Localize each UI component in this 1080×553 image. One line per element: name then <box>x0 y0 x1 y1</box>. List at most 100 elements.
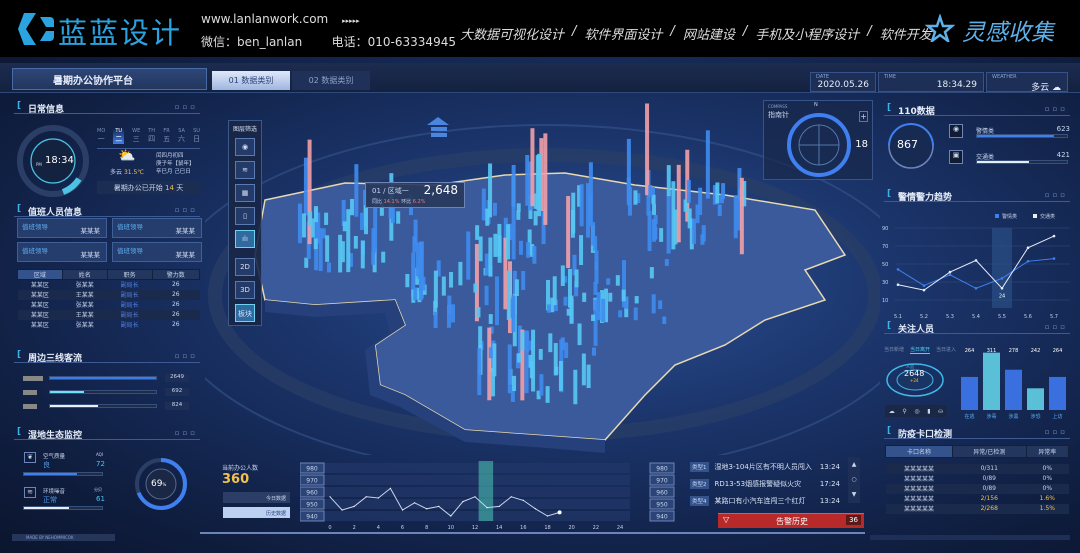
watch-tab[interactable]: 当日进入 <box>936 347 957 353</box>
scroll-up-icon[interactable]: ▲ <box>851 461 857 468</box>
today-data-button[interactable]: 今日数据 <box>223 492 290 503</box>
category-name: 交通类 <box>976 154 995 161</box>
map-bar <box>566 308 571 316</box>
layer-chart-button[interactable]: ılı <box>235 230 255 248</box>
map-bar <box>527 161 532 211</box>
view-block-button[interactable]: 板块 <box>235 304 255 322</box>
map-bar <box>574 269 579 288</box>
banner-days: 14 <box>165 184 174 192</box>
data-point <box>486 507 488 509</box>
map-bar <box>573 369 578 405</box>
duty-card[interactable]: 值班领导 某某某 <box>112 242 202 262</box>
map-bar <box>310 218 315 238</box>
nav-item[interactable]: 手机及小程序设计 <box>755 28 860 43</box>
map-bar <box>449 272 454 288</box>
map-bar <box>477 348 482 396</box>
battery-icon[interactable]: ▮ <box>927 407 931 415</box>
layer-signal-button[interactable]: ≋ <box>235 161 255 179</box>
target-icon[interactable]: ◎ <box>914 407 920 415</box>
weather-desc: 多云 <box>110 169 123 176</box>
column-header: 卡口名称 <box>885 445 953 458</box>
tab-data-category-01[interactable]: 01 数据类别 <box>212 71 290 90</box>
time-box: TIME 18:34.29 <box>878 72 984 92</box>
compass-icon[interactable] <box>784 107 854 177</box>
nav-item[interactable]: 网站建设 <box>682 28 735 43</box>
aqi-value: 72 <box>96 460 105 468</box>
window-controls-icon[interactable]: ▫▫▫ <box>174 352 198 360</box>
map-bar <box>338 234 343 273</box>
event-time: 17:24 <box>819 479 840 488</box>
legend-swatch <box>1033 214 1037 218</box>
data-point <box>948 270 952 274</box>
map-bar <box>524 330 529 394</box>
event-item[interactable]: 类型2 RD13-53烟感报警疑似火灾 17:24 <box>690 475 840 492</box>
zoom-in-button[interactable]: + <box>859 111 868 122</box>
layer-grid-button[interactable]: ▦ <box>235 184 255 202</box>
table-cell: 副局长 <box>120 312 139 319</box>
layer-building-button[interactable]: ▯ <box>235 207 255 225</box>
layer-location-button[interactable]: ◉ <box>235 138 255 156</box>
duty-card[interactable]: 值班领导 某某某 <box>112 218 202 238</box>
view-2d-button[interactable]: 2D <box>235 258 255 276</box>
map-area[interactable]: 01 / 区域一 2,648 同比 14.1% 环比 6.2% <box>205 95 880 455</box>
bar-category-label: 涉毒 <box>986 413 996 420</box>
map-bar <box>413 287 418 301</box>
window-controls-icon[interactable]: ▫▫▫ <box>174 429 198 437</box>
cloud-icon[interactable]: ☁ <box>888 407 895 415</box>
data-point <box>546 515 549 517</box>
table-cell: 1.5% <box>1039 505 1055 512</box>
tab-data-category-02[interactable]: 02 数据类别 <box>292 71 370 90</box>
map-bar <box>658 300 663 310</box>
window-controls-icon[interactable]: ▫▫▫ <box>1044 428 1068 436</box>
view-3d-button[interactable]: 3D <box>235 281 255 299</box>
window-controls-icon[interactable]: ▫▫▫ <box>1044 191 1068 199</box>
website-link[interactable]: www.lanlanwork.com ▸▸▸▸▸ <box>201 12 360 26</box>
nav-item[interactable]: 软件开发 <box>879 28 932 43</box>
window-controls-icon[interactable]: ▫▫▫ <box>174 206 198 214</box>
map-bar <box>563 276 568 283</box>
watch-tab[interactable]: 当日新增 <box>884 347 905 353</box>
weekday: SA 六 <box>178 128 185 144</box>
data-point <box>1052 234 1056 238</box>
window-controls-icon[interactable]: ▫▫▫ <box>174 103 198 111</box>
scroll-down-icon[interactable]: ▼ <box>851 491 857 498</box>
total-ring-icon <box>888 123 934 169</box>
map-bar <box>415 287 420 300</box>
event-item[interactable]: 类型1 湿地3-104片区有不明人员闯入 13:24 <box>690 458 840 475</box>
alarm-history-button[interactable]: ▽ 告警历史 36 <box>718 513 864 528</box>
window-controls-icon[interactable]: ▫▫▫ <box>1044 323 1068 331</box>
duty-card[interactable]: 值班领导 某某某 <box>17 242 107 262</box>
map-bar <box>633 307 638 321</box>
map-bar <box>360 240 365 269</box>
car-icon[interactable]: ⛀ <box>938 407 944 415</box>
table-cell: 某某某某某 <box>903 476 934 483</box>
map-bar <box>570 209 575 238</box>
region-extrude <box>265 300 605 453</box>
flow-bar <box>49 404 157 408</box>
y-tick-label: 960 <box>306 490 318 497</box>
history-data-button[interactable]: 历史数据 <box>223 507 290 518</box>
data-point <box>401 509 404 511</box>
map-bar <box>321 228 326 239</box>
x-tick-label: 12 <box>472 525 478 531</box>
map-bar <box>511 164 516 231</box>
window-controls-icon[interactable]: ▫▫▫ <box>1044 105 1068 113</box>
weather-label: WEATHER <box>992 74 1017 80</box>
flow-label-blur <box>23 390 37 395</box>
watch-tab[interactable]: 当日离开 <box>910 347 931 354</box>
map-bar <box>520 329 525 401</box>
event-scroller[interactable]: ▲ ○ ▼ <box>848 457 860 503</box>
y-tick-label: 10 <box>882 298 888 304</box>
map-bar <box>636 193 641 204</box>
map-bar <box>441 276 446 296</box>
link-icon[interactable]: ⚲ <box>902 407 907 415</box>
x-tick-label: 10 <box>448 525 454 531</box>
duty-card[interactable]: 值班领导 某某某 <box>17 218 107 238</box>
platform-title: 暑期办公协作平台 <box>12 68 207 90</box>
data-point <box>534 508 537 510</box>
event-item[interactable]: 类型4 某路口有小汽车连闯三个红灯 13:24 <box>690 492 840 509</box>
nav-item[interactable]: 软件界面设计 <box>584 28 663 43</box>
map-bar <box>586 183 591 238</box>
week-row: MO 一 TU 二 WE 三 TH 四 FR 五 SA 六 SU 日 <box>97 128 200 149</box>
nav-item[interactable]: 大数据可视化设计 <box>460 28 565 43</box>
